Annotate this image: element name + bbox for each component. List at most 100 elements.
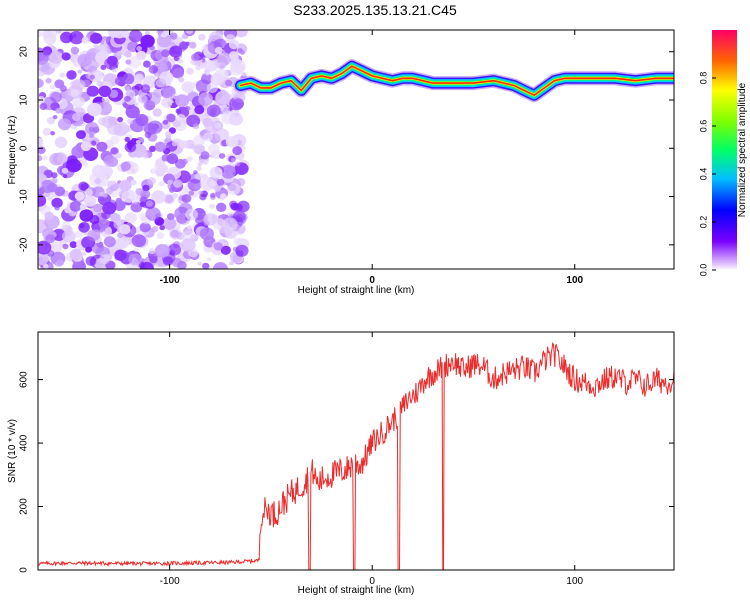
noise-blob [158, 181, 165, 187]
noise-blob [172, 67, 184, 79]
noise-blob [94, 178, 102, 185]
noise-blob [87, 229, 101, 242]
noise-blob [165, 134, 172, 140]
noise-blob [49, 241, 62, 254]
noise-blob [55, 136, 67, 147]
x-tick-label: -100 [160, 576, 180, 587]
noise-blob [178, 77, 185, 83]
noise-blob [101, 115, 116, 129]
noise-blob [58, 118, 72, 131]
noise-blob [200, 151, 210, 160]
y-tick-label: -10 [19, 189, 30, 204]
noise-blob [190, 59, 196, 65]
noise-blob [214, 122, 222, 129]
noise-blob [181, 81, 195, 93]
noise-blob [203, 213, 218, 226]
noise-blob [206, 257, 212, 262]
noise-blob [136, 50, 147, 60]
noise-blob [214, 46, 223, 55]
noise-blob [74, 191, 85, 201]
noise-blob [43, 263, 49, 269]
noise-blob [137, 94, 148, 104]
noise-blob [62, 243, 69, 250]
noise-blob [225, 79, 233, 87]
noise-blob [202, 262, 210, 269]
noise-blob [100, 64, 107, 70]
noise-blob [200, 177, 216, 191]
noise-blob [164, 194, 174, 204]
noise-blob [87, 102, 102, 117]
noise-blob [121, 189, 136, 203]
ridge-layer [239, 65, 674, 96]
noise-blob [143, 100, 156, 111]
noise-blob [104, 228, 111, 235]
noise-blob [50, 131, 55, 136]
noise-blob [59, 72, 66, 78]
noise-blob [219, 196, 225, 201]
y-tick-label: -20 [19, 237, 30, 252]
noise-blob [213, 242, 223, 251]
x-axis-label-bottom: Height of straight line (km) [298, 585, 415, 596]
noise-blob [181, 194, 192, 203]
noise-blob [235, 30, 248, 38]
snr-panel: -100 0 100 0 200 400 600 Height of straight l… [7, 331, 675, 596]
noise-blob [234, 203, 243, 212]
noise-blob [82, 162, 88, 167]
noise-blob [232, 146, 243, 156]
noise-blob [142, 184, 150, 192]
noise-blob [169, 45, 183, 58]
noise-blob [139, 201, 146, 207]
noise-blob [171, 141, 178, 147]
noise-blob [70, 79, 81, 90]
snr-line [38, 341, 674, 570]
noise-blob [127, 55, 142, 69]
noise-blob [216, 52, 232, 66]
noise-blob [66, 70, 77, 80]
noise-blob [47, 183, 58, 193]
noise-blob [117, 116, 124, 123]
noise-blob [216, 178, 225, 186]
x-tick-label: 0 [369, 275, 375, 286]
noise-blob [98, 85, 112, 98]
noise-blob [161, 85, 176, 99]
noise-blob [128, 30, 143, 43]
noise-blob [55, 30, 62, 34]
noise-blob [45, 78, 52, 84]
y-tick-label: 20 [19, 46, 30, 58]
noise-blob [76, 130, 86, 140]
noise-blob [161, 49, 170, 58]
noise-blob [69, 241, 78, 249]
noise-blob [145, 200, 153, 207]
noise-blob [124, 85, 130, 91]
noise-blob [187, 178, 202, 192]
noise-blob [199, 62, 207, 69]
noise-blob [98, 192, 104, 197]
noise-blob [161, 97, 173, 108]
y-tick-label: 400 [19, 434, 30, 451]
noise-blob [103, 193, 108, 198]
noise-blob [147, 120, 163, 134]
noise-blob [228, 51, 239, 60]
noise-blob [178, 140, 189, 149]
noise-blob [154, 72, 160, 78]
noise-blob [47, 250, 55, 257]
noise-blob [130, 179, 137, 186]
noise-blob [131, 234, 147, 248]
chart-title: S233.2025.135.13.21.C45 [293, 2, 457, 18]
noise-blob [135, 188, 144, 196]
noise-blob [120, 161, 131, 171]
noise-blob [38, 60, 50, 72]
noise-blob [135, 195, 141, 200]
noise-blob [156, 232, 165, 239]
noise-blob [127, 118, 134, 125]
noise-blob [74, 230, 83, 238]
noise-blob [147, 152, 152, 158]
noise-blob [159, 225, 165, 231]
noise-blob [55, 107, 62, 114]
noise-blob [38, 78, 44, 88]
colorbar-tick-label: 0.8 [698, 72, 708, 85]
noise-blob [66, 158, 82, 173]
noise-blob [166, 113, 176, 123]
noise-blob [194, 105, 205, 115]
noise-blob [206, 82, 218, 94]
